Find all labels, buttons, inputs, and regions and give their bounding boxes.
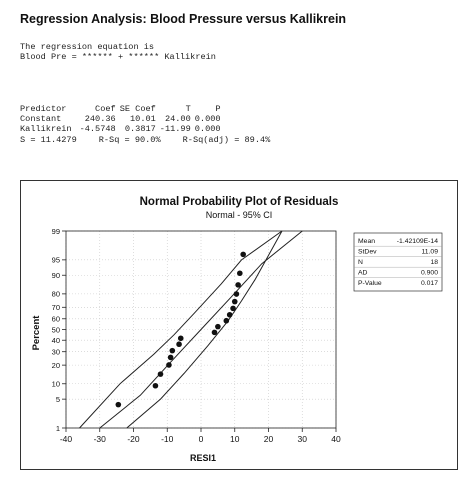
probability-plot: Normal Probability Plot of Residuals Nor… (31, 196, 443, 463)
p-value: 0.000 (194, 124, 221, 134)
table-header-row: Predictor Coef SE Coef T P (20, 104, 225, 114)
x-axis-label: RESI1 (190, 453, 216, 463)
residual-point (157, 371, 164, 377)
equation-formula: Blood Pre = ****** + ****** Kallikrein (20, 52, 216, 62)
residual-point (115, 401, 122, 408)
y-tick-label: 60 (52, 315, 60, 324)
x-tick-label: -20 (127, 434, 140, 444)
y-tick-label: 30 (52, 348, 60, 357)
header-p: P (215, 104, 221, 114)
header-se-coef: SE Coef (119, 104, 156, 114)
se-coef-value: 0.3817 (124, 124, 156, 134)
residual-point (177, 335, 184, 342)
residual-points (115, 251, 246, 408)
residual-point (235, 282, 241, 288)
ci-lower-line (126, 230, 283, 429)
predictor-name: Kallikrein (20, 124, 72, 134)
y-tick-label: 10 (52, 380, 60, 389)
page-title: Regression Analysis: Blood Pressure vers… (20, 12, 347, 26)
y-tick-label: 95 (52, 256, 60, 265)
regression-equation: The regression equation is Blood Pre = **… (20, 42, 216, 62)
stats-legend: Mean -1.42109E-14 StDev 11.09 N 18 AD 0.900 P-Va… (353, 232, 443, 292)
residual-point (152, 382, 159, 389)
legend-stat-label: N (358, 259, 363, 266)
y-tick-label: 5 (56, 395, 60, 404)
x-tick-label: -40 (60, 434, 73, 444)
residual-point (230, 305, 236, 312)
residual-point (167, 354, 174, 361)
legend-stat-value: 11.09 (421, 249, 438, 256)
chart-subtitle: Normal - 95% CI (206, 210, 273, 220)
legend-stat-label: StDev (358, 249, 377, 256)
residual-point (169, 347, 176, 354)
probability-plot-frame: Normal Probability Plot of Residuals Nor… (20, 180, 458, 470)
legend-stat-value: 18 (430, 259, 438, 266)
y-tick-label: 50 (52, 325, 60, 334)
legend-stat-value: -1.42109E-14 (397, 238, 438, 245)
y-tick-label: 70 (52, 303, 60, 312)
x-tick-label: 30 (298, 434, 308, 444)
equation-intro: The regression equation is (20, 42, 155, 52)
t-value: 24.00 (164, 114, 191, 124)
residual-point (237, 270, 243, 277)
se-coef-value: 10.01 (130, 114, 156, 124)
chart-title: Normal Probability Plot of Residuals (140, 196, 339, 208)
y-tick-label: 20 (52, 361, 60, 370)
residual-point (231, 298, 238, 305)
y-tick-label: 1 (56, 424, 60, 433)
y-tick-label: 90 (52, 271, 60, 280)
legend-stat-value: 0.900 (421, 270, 438, 277)
x-tick-label: -10 (161, 434, 174, 444)
y-tick-label: 80 (52, 290, 60, 299)
legend-stat-label: AD (358, 270, 368, 277)
stat-rsq: R-Sq = 90.0% (98, 135, 161, 145)
y-axis-label: Percent (31, 315, 42, 351)
t-value: -11.99 (159, 124, 191, 134)
header-t: T (185, 104, 191, 114)
legend-stat-label: P-Value (358, 280, 382, 287)
x-tick-label: 0 (199, 434, 204, 444)
ci-upper-line (79, 230, 283, 429)
p-value: 0.000 (194, 114, 221, 124)
coefficient-table: Predictor Coef SE Coef T P Constant 240.… (20, 84, 225, 144)
residual-point (215, 323, 221, 330)
y-tick-label: 99 (52, 227, 60, 236)
predictor-name: Constant (20, 114, 62, 124)
stat-rsq-adj: R-Sq(adj) = 89.4% (182, 135, 271, 145)
confidence-bands (79, 230, 303, 429)
x-axis-ticks: -40 -30 -20 -10 0 10 20 30 40 (60, 428, 341, 444)
y-tick-label: 40 (52, 336, 60, 345)
residual-point (223, 317, 230, 324)
x-tick-label: -30 (94, 434, 107, 444)
residual-point (176, 341, 182, 348)
table-row: Kallikrein -4.5748 0.3817 -11.99 0.000 (20, 124, 225, 134)
header-predictor: Predictor (20, 104, 67, 114)
x-tick-label: 20 (264, 434, 274, 444)
residual-point (211, 329, 218, 336)
residual-point (240, 251, 246, 258)
x-tick-label: 40 (331, 434, 341, 444)
fitted-line (99, 230, 303, 429)
residual-point (233, 291, 240, 297)
coef-value: -4.5748 (79, 124, 116, 134)
coef-value: 240.36 (84, 114, 116, 124)
stats-legend-border (353, 232, 443, 292)
residual-point (226, 311, 233, 318)
x-tick-label: 10 (230, 434, 240, 444)
model-summary: S = 11.4279 R-Sq = 90.0% R-Sq(adj) = 89.4% (20, 135, 270, 145)
legend-stat-value: 0.017 (421, 280, 438, 287)
header-coef: Coef (95, 104, 116, 114)
legend-stat-label: Mean (358, 238, 375, 245)
residual-point (166, 362, 172, 368)
stat-s: S = 11.4279 (20, 135, 77, 145)
table-row: Constant 240.36 10.01 24.00 0.000 (20, 114, 225, 124)
